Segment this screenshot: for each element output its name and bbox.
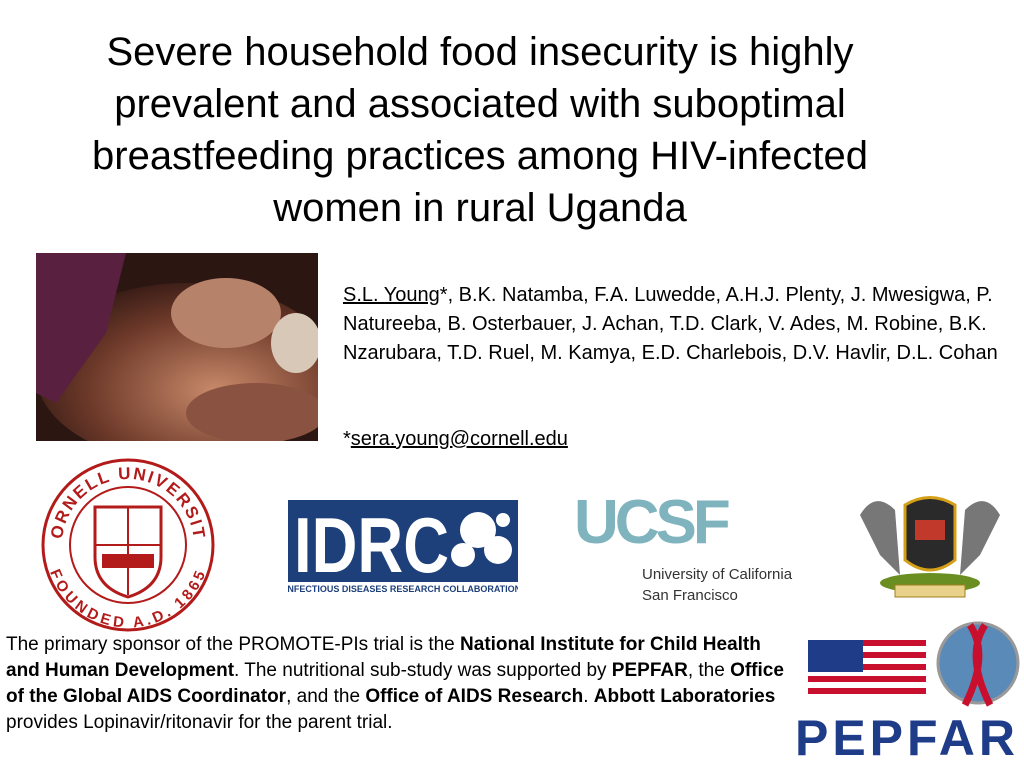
contact: *sera.young@cornell.edu [343, 425, 568, 454]
slide-title: Severe household food insecurity is high… [92, 30, 868, 230]
funder-name: National Institute for Child Health and … [6, 634, 761, 681]
co-authors: *, B.K. Natamba, F.A. Luwedde, A.H.J. Pl… [343, 284, 998, 364]
ucsf-line2: San Francisco [642, 587, 738, 604]
funding-text: provides Lopinavir/ritonavir for the par… [6, 712, 393, 733]
funding-statement: The primary sponsor of the PROMOTE-PIs t… [6, 632, 786, 736]
funder-name: Abbott Laboratories [593, 686, 776, 707]
funding-text: , the [687, 660, 731, 681]
ucsf-line1: University of California [642, 566, 793, 583]
funder-name: Office of the Global AIDS Coordinator [6, 660, 784, 707]
ucsf-name: UCSF [574, 488, 729, 557]
pepfar-logo: PEPFAR [795, 621, 1020, 766]
funding-text: The primary sponsor of the PROMOTE-PIs t… [6, 634, 461, 655]
funding-text: . The nutritional sub-study was supporte… [234, 660, 612, 681]
funder-name: Office of AIDS Research [365, 686, 584, 707]
idrc-logo: IDRC INFECTIOUS DISEASES RESEARCH COLLAB… [288, 500, 518, 595]
idrc-caption: INFECTIOUS DISEASES RESEARCH COLLABORATI… [288, 584, 518, 594]
pepfar-name: PEPFAR [795, 710, 1019, 766]
idrc-name: IDRC [294, 501, 449, 589]
contact-marker: * [343, 428, 351, 450]
uganda-coat-of-arms [860, 496, 1000, 598]
funder-name: PEPFAR [611, 660, 688, 681]
funding-text: . [583, 686, 594, 707]
cornell-logo: CORNELL UNIVERSITY FOUNDED A.D. 1865 [40, 457, 215, 632]
ucsf-logo: UCSF University of California San Franci… [574, 488, 793, 604]
funding-text: , and the [286, 686, 366, 707]
author-list: S.L. Young*, B.K. Natamba, F.A. Luwedde,… [343, 281, 1013, 368]
lead-author: S.L. Young [343, 284, 440, 306]
email[interactable]: sera.young@cornell.edu [350, 428, 568, 450]
photo [36, 253, 318, 441]
